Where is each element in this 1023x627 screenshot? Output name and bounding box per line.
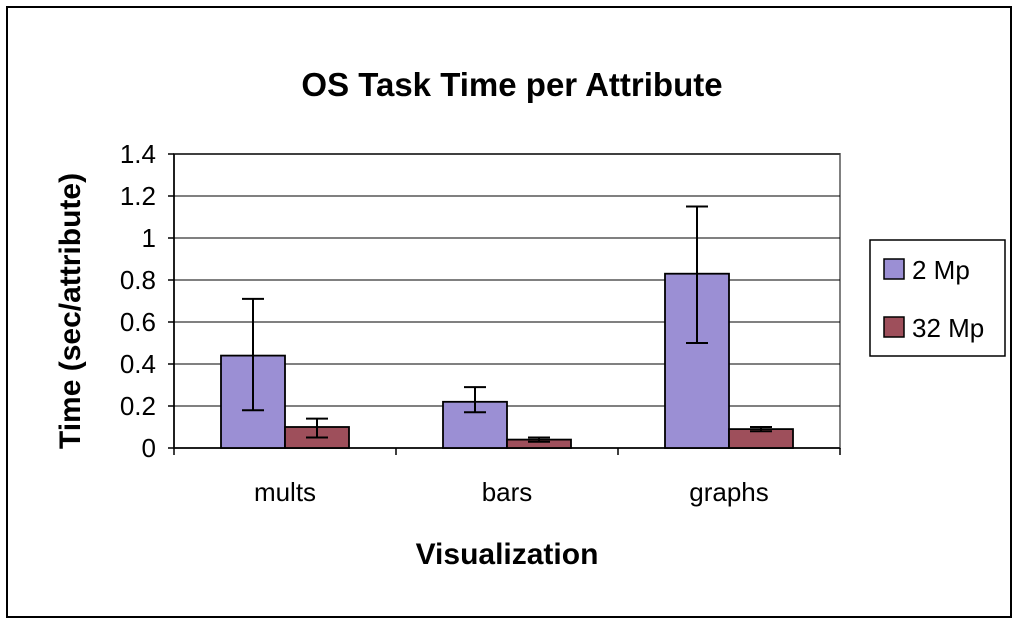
chart-title: OS Task Time per Attribute <box>301 66 722 103</box>
legend-swatch <box>883 258 905 280</box>
legend-label: 2 Mp <box>912 255 970 285</box>
y-axis-title: Time (sec/attribute) <box>54 173 87 449</box>
x-tick-label: graphs <box>689 477 769 507</box>
x-tick-label: bars <box>482 477 533 507</box>
y-tick-label: 0 <box>142 433 156 463</box>
plot-area: 0 0.2 0.4 0.6 0.8 1 1.2 1.4 mults bars graphs <box>120 139 841 507</box>
y-tick-label: 0.2 <box>120 391 156 421</box>
x-tick-label: mults <box>254 477 316 507</box>
legend-swatch <box>883 316 905 338</box>
y-tick-label: 1 <box>142 223 156 253</box>
legend-label: 32 Mp <box>912 313 984 343</box>
y-tick-label: 1.2 <box>120 181 156 211</box>
y-tick-label: 0.4 <box>120 349 156 379</box>
legend: 2 Mp 32 Mp <box>869 239 1006 357</box>
x-axis-title: Visualization <box>416 538 599 571</box>
y-tick-label: 0.8 <box>120 265 156 295</box>
y-tick-label: 0.6 <box>120 307 156 337</box>
y-tick-label: 1.4 <box>120 139 156 169</box>
